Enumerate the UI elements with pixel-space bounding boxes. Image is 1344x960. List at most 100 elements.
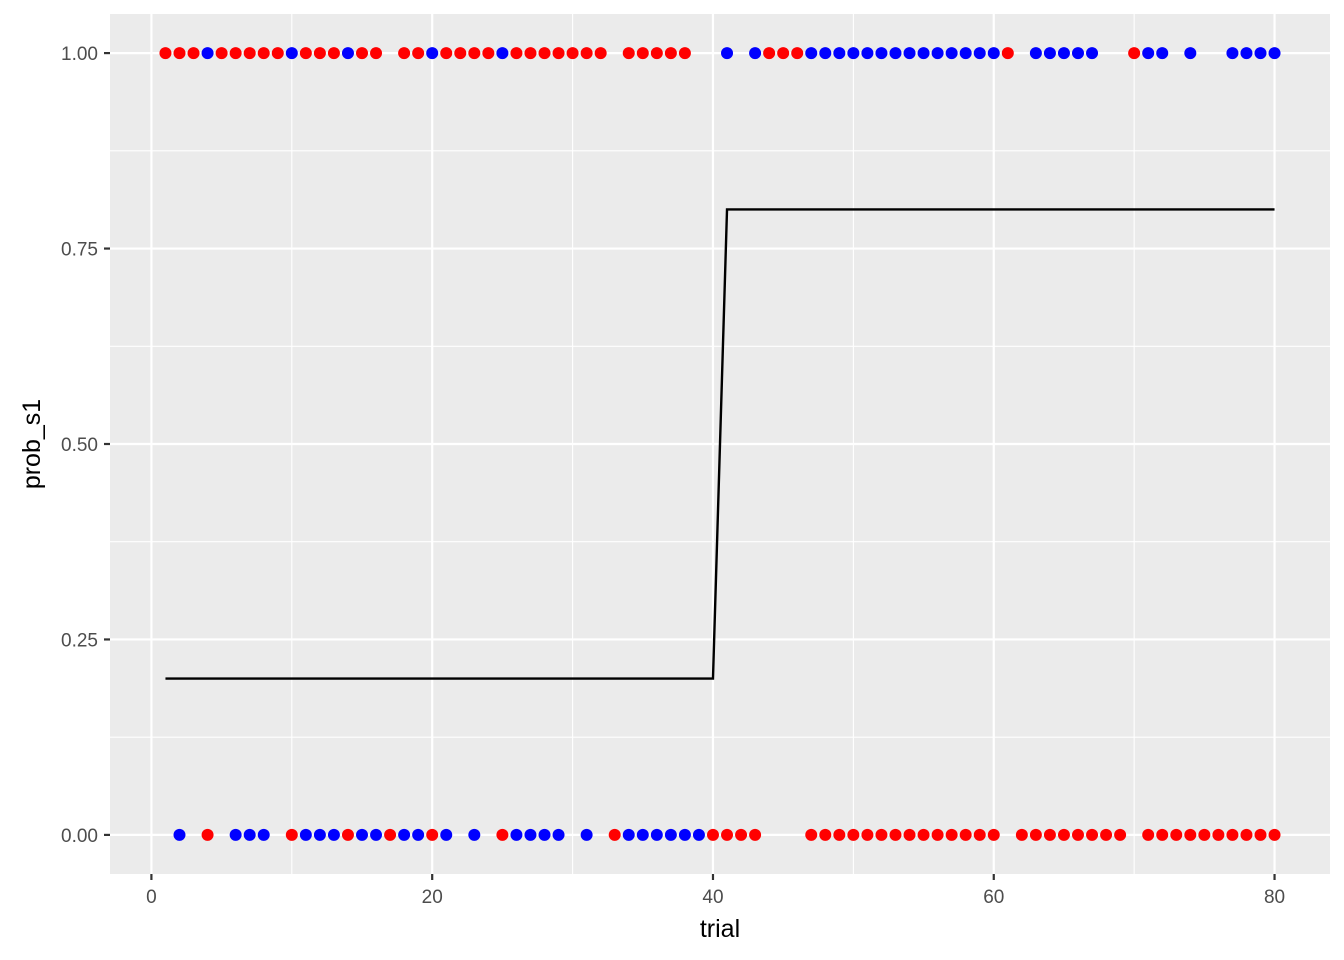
data-point — [1156, 47, 1169, 60]
data-point — [1142, 828, 1155, 841]
data-point — [1029, 828, 1042, 841]
data-point — [524, 47, 537, 60]
data-point — [370, 47, 383, 60]
data-point — [931, 47, 944, 60]
data-point — [356, 828, 369, 841]
data-point — [889, 47, 902, 60]
data-point — [1071, 47, 1084, 60]
y-tick-label: 0.00 — [61, 826, 98, 847]
data-point — [454, 47, 467, 60]
data-point — [875, 828, 888, 841]
data-point — [664, 47, 677, 60]
data-point — [285, 828, 298, 841]
data-point — [580, 828, 593, 841]
data-point — [1240, 828, 1253, 841]
data-point — [229, 828, 242, 841]
data-point — [594, 47, 607, 60]
data-point — [875, 47, 888, 60]
data-point — [692, 828, 705, 841]
data-point — [313, 828, 326, 841]
data-point — [1226, 47, 1239, 60]
data-point — [370, 828, 383, 841]
data-point — [341, 828, 354, 841]
data-point — [1086, 47, 1099, 60]
data-point — [468, 828, 481, 841]
data-point — [271, 47, 284, 60]
y-axis-title: prob_s1 — [18, 399, 46, 489]
data-point — [426, 828, 439, 841]
data-point — [510, 828, 523, 841]
data-point — [819, 828, 832, 841]
data-point — [187, 47, 200, 60]
x-tick-label: 60 — [983, 887, 1004, 908]
data-point — [861, 47, 874, 60]
data-point — [636, 47, 649, 60]
data-point — [257, 47, 270, 60]
data-point — [1029, 47, 1042, 60]
x-tick-label: 80 — [1264, 887, 1285, 908]
y-tick-label: 0.50 — [61, 435, 98, 456]
data-point — [510, 47, 523, 60]
data-point — [721, 828, 734, 841]
data-point — [973, 47, 986, 60]
data-point — [159, 47, 172, 60]
y-tick-label: 1.00 — [61, 44, 98, 65]
data-point — [426, 47, 439, 60]
data-point — [622, 828, 635, 841]
data-point — [1128, 47, 1141, 60]
data-point — [538, 47, 551, 60]
data-point — [1057, 47, 1070, 60]
probability-line — [165, 208, 1275, 680]
data-point — [1212, 828, 1225, 841]
data-point — [1100, 828, 1113, 841]
data-point — [749, 828, 762, 841]
data-point — [243, 47, 256, 60]
data-point — [1057, 828, 1070, 841]
data-point — [622, 47, 635, 60]
data-point — [468, 47, 481, 60]
data-point — [735, 828, 748, 841]
data-point — [959, 47, 972, 60]
data-point — [1184, 47, 1197, 60]
x-tick-label: 0 — [146, 887, 157, 908]
data-point — [917, 47, 930, 60]
data-point — [496, 47, 509, 60]
data-point — [1226, 828, 1239, 841]
data-point — [608, 828, 621, 841]
data-point — [412, 47, 425, 60]
data-point — [384, 828, 397, 841]
y-tick-label: 0.25 — [61, 630, 98, 651]
data-point — [678, 828, 691, 841]
data-point — [706, 828, 719, 841]
data-point — [678, 47, 691, 60]
data-point — [833, 47, 846, 60]
data-point — [496, 828, 509, 841]
data-point — [931, 828, 944, 841]
data-point — [1240, 47, 1253, 60]
points — [159, 47, 1281, 841]
data-point — [861, 828, 874, 841]
data-point — [173, 47, 186, 60]
data-point — [959, 828, 972, 841]
data-point — [215, 47, 228, 60]
data-point — [201, 47, 214, 60]
data-point — [973, 828, 986, 841]
data-point — [313, 47, 326, 60]
data-point — [566, 47, 579, 60]
data-point — [1043, 47, 1056, 60]
data-point — [945, 47, 958, 60]
data-point — [1114, 828, 1127, 841]
data-point — [721, 47, 734, 60]
data-point — [327, 828, 340, 841]
data-point — [398, 828, 411, 841]
data-point — [1198, 828, 1211, 841]
data-point — [1015, 828, 1028, 841]
data-point — [917, 828, 930, 841]
data-point — [398, 47, 411, 60]
data-point — [1142, 47, 1155, 60]
data-point — [1086, 828, 1099, 841]
data-point — [777, 47, 790, 60]
x-axis-title: trial — [700, 915, 740, 943]
data-point — [1156, 828, 1169, 841]
